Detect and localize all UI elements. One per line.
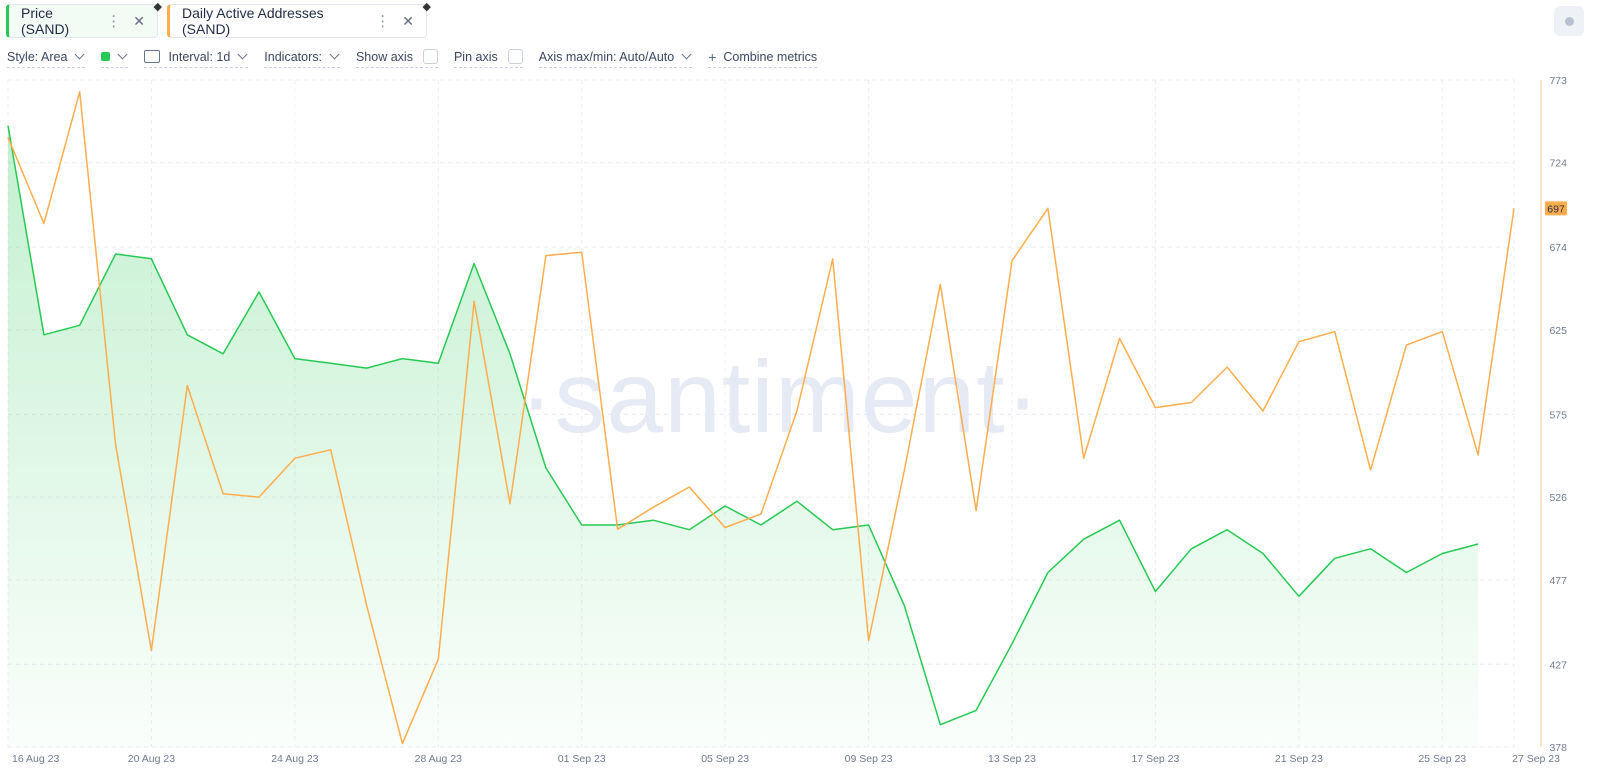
x-tick-label: 17 Sep 23 <box>1131 753 1179 765</box>
more-options-icon[interactable]: ⋮ <box>375 13 391 30</box>
x-tick-label: 27 Sep 23 <box>1512 753 1560 765</box>
tab-label: Price (SAND) <box>21 5 70 37</box>
indicators-label: Indicators: <box>264 49 322 64</box>
show-axis-checkbox[interactable] <box>422 49 438 64</box>
tab-daily-active-addresses[interactable]: Daily Active Addresses (SAND) ⋮ ✕ ◆ <box>167 1 431 38</box>
pin-axis-label: Pin axis <box>453 49 498 64</box>
color-picker[interactable] <box>101 47 129 68</box>
pin-axis-checkbox[interactable] <box>507 49 523 64</box>
x-tick-label: 25 Sep 23 <box>1418 753 1466 765</box>
y-tick-label: 625 <box>1549 325 1567 337</box>
x-tick-label: 09 Sep 23 <box>845 753 893 765</box>
daa-series-line <box>7 91 1515 745</box>
metric-tabs: Price (SAND) ⋮ ✕ ◆ Daily Active Addresse… <box>6 1 431 38</box>
ethereum-icon: ◆ <box>422 1 431 13</box>
ruler-icon <box>144 50 161 63</box>
dot-icon <box>1564 16 1574 26</box>
indicators-dropdown[interactable]: Indicators: <box>264 47 340 68</box>
x-tick-label: 05 Sep 23 <box>701 753 749 765</box>
x-tick-label: 16 Aug 23 <box>12 753 59 765</box>
tab-label: Daily Active Addresses (SAND) <box>182 5 324 37</box>
ethereum-icon: ◆ <box>153 1 162 13</box>
current-value-badge <box>1545 201 1567 216</box>
santiment-watermark: ·santiment· <box>519 340 1040 454</box>
combine-metrics-button[interactable]: + Combine metrics <box>708 47 818 68</box>
y-tick-label: 724 <box>1549 158 1567 170</box>
y-tick-label: 477 <box>1549 575 1567 587</box>
y-tick-label: 378 <box>1549 742 1567 754</box>
more-options-icon[interactable]: ⋮ <box>106 13 122 30</box>
interval-dropdown[interactable]: Interval: 1d <box>144 47 249 68</box>
y-tick-label: 427 <box>1549 659 1567 671</box>
series-layer <box>7 91 1515 748</box>
x-tick-label: 13 Sep 23 <box>988 753 1036 765</box>
current-value-text: 697 <box>1547 203 1565 215</box>
show-axis-label: Show axis <box>355 49 413 64</box>
price-area-fill <box>8 125 1479 748</box>
plus-icon: + <box>708 48 717 65</box>
tab-price-sand[interactable]: Price (SAND) ⋮ ✕ ◆ <box>6 1 162 38</box>
axis-layer: 773 724 674 625 575 526 477 427 378 16 Aug 23 20 A… <box>12 75 1567 765</box>
chart-toolbar: Style: Area Interval: 1d Indicators: Sho… <box>7 46 833 68</box>
axis-minmax-label: Axis max/min: Auto/Auto <box>538 49 675 64</box>
x-tick-label: 01 Sep 23 <box>558 753 606 765</box>
show-axis-toggle[interactable]: Show axis <box>355 47 438 68</box>
price-series-line <box>7 125 1479 726</box>
x-tick-label: 24 Aug 23 <box>271 753 318 765</box>
close-icon[interactable]: ✕ <box>402 12 414 29</box>
close-icon[interactable]: ✕ <box>133 12 145 29</box>
axis-minmax-dropdown[interactable]: Axis max/min: Auto/Auto <box>538 47 693 68</box>
x-tick-label: 21 Sep 23 <box>1275 753 1323 765</box>
y-tick-label: 674 <box>1549 242 1567 254</box>
y-tick-label: 526 <box>1549 492 1567 504</box>
x-tick-label: 28 Aug 23 <box>415 753 462 765</box>
color-swatch <box>101 52 111 61</box>
x-tick-label: 20 Aug 23 <box>128 753 175 765</box>
style-dropdown[interactable]: Style: Area <box>7 47 86 68</box>
pin-axis-toggle[interactable]: Pin axis <box>453 47 523 68</box>
style-label: Style: Area <box>7 49 68 64</box>
interval-label: Interval: 1d <box>168 49 231 64</box>
combine-label: Combine metrics <box>723 49 818 64</box>
settings-button[interactable] <box>1554 6 1584 36</box>
y-tick-label: 773 <box>1549 75 1567 87</box>
y-tick-label: 575 <box>1549 409 1567 421</box>
